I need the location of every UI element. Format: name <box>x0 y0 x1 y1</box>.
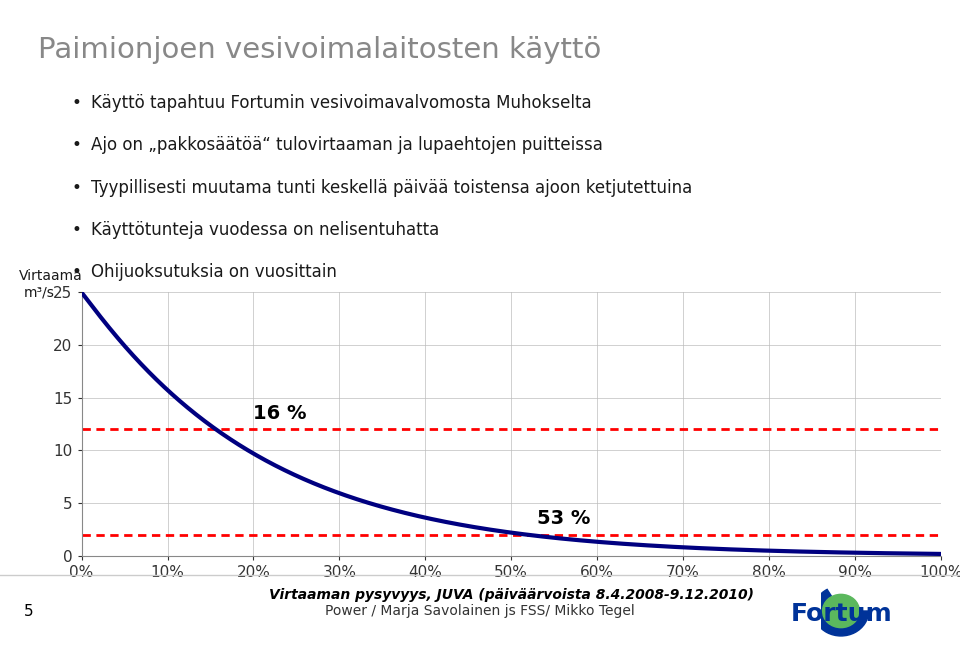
Text: Käyttötunteja vuodessa on nelisentuhatta: Käyttötunteja vuodessa on nelisentuhatta <box>91 221 440 239</box>
Text: •: • <box>72 179 82 197</box>
Text: Käyttö tapahtuu Fortumin vesivoimavalvomosta Muhokselta: Käyttö tapahtuu Fortumin vesivoimavalvom… <box>91 94 591 112</box>
Text: m³/s: m³/s <box>24 285 55 299</box>
Text: •: • <box>72 221 82 239</box>
Text: •: • <box>72 136 82 155</box>
Text: •: • <box>72 263 82 281</box>
Text: Paimionjoen vesivoimalaitosten käyttö: Paimionjoen vesivoimalaitosten käyttö <box>38 36 602 64</box>
Circle shape <box>823 594 859 628</box>
Text: Power / Marja Savolainen js FSS/ Mikko Tegel: Power / Marja Savolainen js FSS/ Mikko T… <box>325 604 635 618</box>
Wedge shape <box>813 590 869 636</box>
Text: 16 %: 16 % <box>253 404 307 423</box>
Text: 53 %: 53 % <box>537 510 590 528</box>
Text: Ajo on „pakkosäätöä“ tulovirtaaman ja lupaehtojen puitteissa: Ajo on „pakkosäätöä“ tulovirtaaman ja lu… <box>91 136 603 155</box>
Text: Ohijuoksutuksia on vuosittain: Ohijuoksutuksia on vuosittain <box>91 263 337 281</box>
Text: •: • <box>72 94 82 112</box>
Text: Virtaama: Virtaama <box>19 268 83 283</box>
Text: Fortum: Fortum <box>791 603 893 626</box>
Text: Tyypillisesti muutama tunti keskellä päivää toistensa ajoon ketjutettuina: Tyypillisesti muutama tunti keskellä päi… <box>91 179 692 197</box>
X-axis label: Virtaaman pysyvyys, JUVA (päiväärvoista 8.4.2008-9.12.2010): Virtaaman pysyvyys, JUVA (päiväärvoista … <box>269 588 754 602</box>
Text: 5: 5 <box>24 603 34 619</box>
